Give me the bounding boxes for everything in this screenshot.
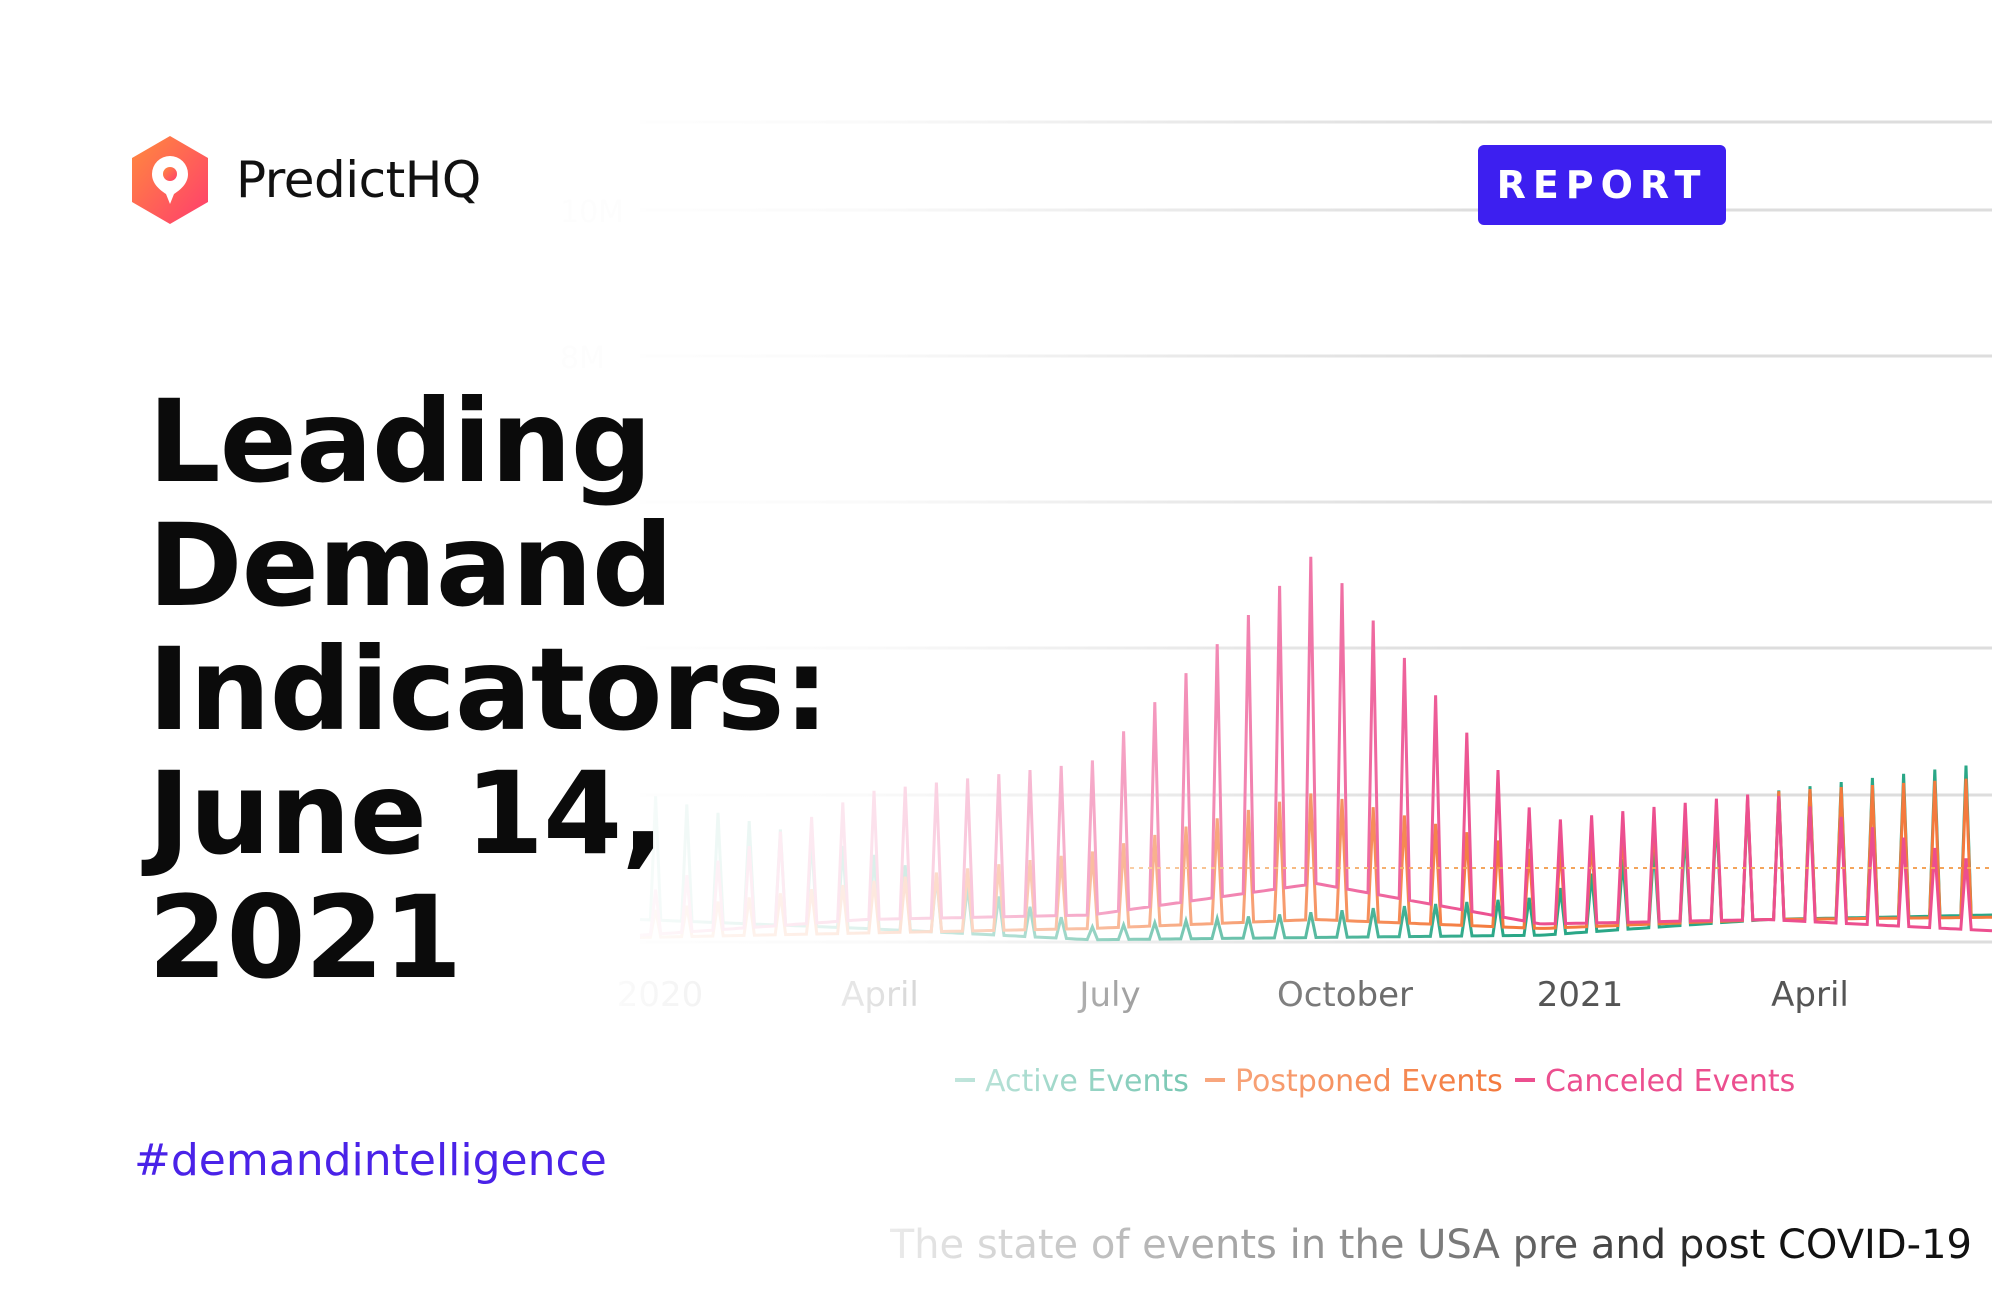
brand-name: PredictHQ [236, 151, 481, 209]
title-line: 2021 [148, 871, 462, 1004]
x-tick-label: April [1771, 975, 1849, 1015]
hashtag-link[interactable]: #demandintelligence [134, 1135, 607, 1186]
y-tick-label: 10M [560, 195, 624, 230]
brand-logo[interactable]: PredictHQ [128, 134, 481, 226]
legend-label: Active Events [985, 1064, 1189, 1099]
report-subtitle: The state of events in the USA pre and p… [889, 1222, 1972, 1268]
x-tick-label: July [1077, 975, 1140, 1015]
x-tick-label: 2021 [1537, 975, 1624, 1015]
y-tick-label: 8M [560, 341, 605, 376]
predicthq-logo-icon [132, 136, 208, 224]
title-line: June 14, [148, 747, 665, 880]
title-line: Demand [148, 499, 673, 632]
legend-label: Postponed Events [1235, 1064, 1503, 1099]
title-line: Indicators: [148, 623, 829, 756]
title-line: Leading [148, 375, 652, 508]
page-title: Leading Demand Indicators: June 14, 2021 [148, 380, 908, 1000]
report-badge: REPORT [1478, 145, 1726, 225]
legend-label: Canceled Events [1545, 1064, 1795, 1099]
x-tick-label: October [1277, 975, 1413, 1015]
